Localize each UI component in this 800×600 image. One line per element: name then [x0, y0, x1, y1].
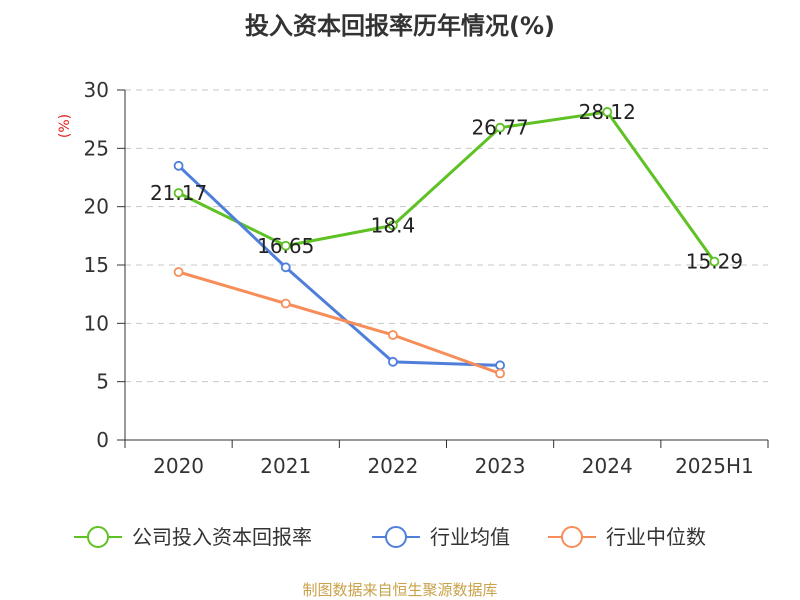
series-line	[177, 110, 716, 263]
series-points	[173, 107, 720, 379]
y-axis-unit-label: (%)	[57, 114, 73, 138]
x-tick-label: 2022	[367, 454, 418, 478]
data-label: 15.29	[686, 250, 743, 274]
data-point	[280, 240, 291, 251]
series-lines	[177, 110, 716, 375]
data-point	[280, 262, 291, 273]
x-tick-label: 2025H1	[675, 454, 754, 478]
y-tick-label: 15	[84, 253, 109, 277]
legend-label: 行业中位数	[606, 525, 706, 549]
legend-item: 行业均值	[372, 525, 510, 549]
data-label: 16.65	[257, 234, 314, 258]
data-point	[388, 356, 398, 367]
data-label: 28.12	[579, 100, 636, 124]
data-point	[602, 107, 613, 117]
data-point	[388, 330, 398, 340]
x-tick-label: 2020	[153, 454, 204, 478]
data-point	[173, 188, 184, 198]
y-tick-label: 0	[96, 428, 109, 452]
x-tick-label: 2021	[260, 454, 311, 478]
y-tick-label: 30	[84, 78, 109, 102]
axes	[117, 89, 769, 448]
tick-labels: 0 5 10 15 20 25 30 2020 2021 2022 2023 2024 2025H1	[84, 78, 754, 478]
x-tick-label: 2023	[475, 454, 526, 478]
data-point	[495, 368, 505, 379]
legend-marker	[385, 526, 407, 548]
data-source-note: 制图数据来自恒生聚源数据库	[302, 581, 498, 599]
data-label: 21.17	[150, 181, 207, 205]
legend-marker	[561, 526, 583, 548]
y-tick-label: 20	[84, 195, 109, 219]
data-label: 18.4	[371, 213, 416, 237]
legend-label: 公司投入资本回报率	[132, 525, 312, 549]
data-point	[173, 267, 184, 277]
series-line	[178, 270, 501, 375]
data-point	[709, 256, 720, 267]
y-tick-label: 25	[84, 136, 109, 160]
legend-item: 行业中位数	[548, 525, 706, 549]
data-point	[173, 160, 184, 171]
data-label: 26.77	[471, 116, 528, 140]
series-line	[177, 164, 501, 367]
y-tick-label: 5	[96, 370, 109, 394]
legend-marker	[87, 526, 109, 548]
y-tick-label: 10	[84, 311, 109, 335]
data-point	[495, 122, 505, 133]
legend-item: 公司投入资本回报率	[74, 525, 312, 549]
x-tick-label: 2024	[582, 454, 633, 478]
legend: 公司投入资本回报率 行业均值 行业中位数	[74, 525, 706, 549]
data-point	[280, 298, 291, 309]
data-point	[388, 220, 398, 231]
legend-label: 行业均值	[430, 525, 510, 549]
gridlines	[125, 89, 768, 383]
data-point	[495, 360, 505, 371]
data-labels: 21.17 16.65 18.4 26.77 28.12 15.29	[150, 100, 743, 274]
chart-title: 投入资本回报率历年情况(%)	[245, 12, 555, 40]
